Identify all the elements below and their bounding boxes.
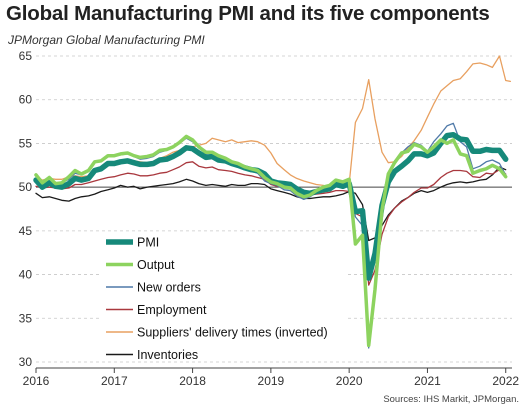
y-tick-label: 55 <box>19 136 33 150</box>
y-tick-label: 65 <box>19 49 33 63</box>
y-tick-label: 45 <box>19 224 33 238</box>
y-tick-label: 35 <box>19 311 33 325</box>
source-note: Sources: IHS Markit, JPMorgan. <box>383 394 519 405</box>
chart-title: Global Manufacturing PMI and its five co… <box>6 2 490 25</box>
legend-label: Suppliers' delivery times (inverted) <box>137 326 328 340</box>
x-tick-label: 2019 <box>258 374 285 388</box>
y-tick-label: 60 <box>19 93 33 107</box>
legend: PMI Output New orders Employment Suppliers' … <box>100 232 345 362</box>
x-tick-label: 2021 <box>414 374 441 388</box>
y-tick-label: 50 <box>19 180 33 194</box>
x-tick-label: 2020 <box>336 374 363 388</box>
chart-subtitle: JPMorgan Global Manufacturing PMI <box>8 33 205 47</box>
y-axis: 30 35 40 45 50 55 60 65 <box>19 49 33 369</box>
series-layer <box>33 55 512 349</box>
x-tick-label: 2017 <box>101 374 128 388</box>
x-axis: 2016 2017 2018 2019 2020 2021 2022 <box>23 367 519 388</box>
x-tick-label: 2022 <box>492 374 519 388</box>
series-line-inventories <box>35 166 507 242</box>
legend-background <box>100 232 345 360</box>
legend-label: Output <box>137 258 175 272</box>
x-tick-label: 2018 <box>179 374 206 388</box>
legend-label: Inventories <box>137 348 198 362</box>
legend-label: Employment <box>137 303 207 317</box>
series-line-output <box>34 134 508 348</box>
y-tick-label: 40 <box>19 268 33 282</box>
y-tick-label: 30 <box>19 355 33 369</box>
series-line-employment <box>35 161 507 286</box>
legend-label: PMI <box>137 236 159 250</box>
x-tick-label: 2016 <box>23 374 50 388</box>
legend-label: New orders <box>137 281 201 295</box>
